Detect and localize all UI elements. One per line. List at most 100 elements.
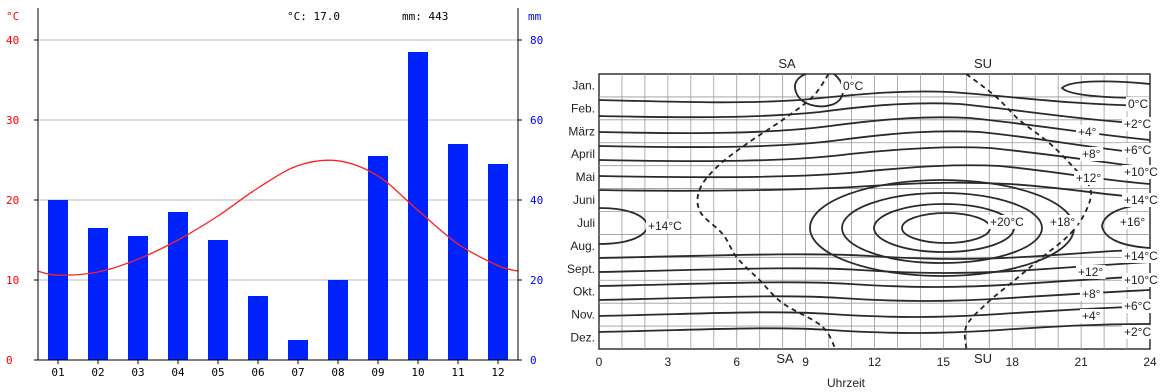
label-backdrop (1126, 97, 1150, 111)
month-label: Juni (573, 193, 595, 207)
x-axis-ticks: 01 02 03 04 05 06 07 08 09 10 11 12 (51, 360, 505, 379)
axes (37, 8, 519, 361)
grid-lines (38, 39, 518, 281)
precip-bar (208, 240, 228, 360)
temperature-line-group (37, 159, 519, 276)
x-tick-label: 06 (251, 366, 264, 379)
precip-bar (168, 212, 188, 360)
isotherm-label: +20°C (990, 215, 1024, 229)
y-axis-left-ticks: 0 10 20 30 40 (6, 34, 38, 367)
isotherm-label: +14°C (1124, 193, 1158, 207)
sunset-top-label: SU (974, 56, 992, 71)
label-backdrop (1122, 325, 1152, 339)
label-backdrop (1076, 265, 1106, 279)
isotherm (598, 305, 1151, 318)
label-backdrop (1122, 143, 1152, 157)
month-label: Okt. (573, 285, 595, 299)
isotherm (598, 90, 1151, 107)
temperature-line (37, 159, 519, 276)
x-tick-label: 08 (331, 366, 344, 379)
isotherm-ellipse (841, 192, 1043, 264)
isotherm-label: +8° (1082, 147, 1101, 161)
isotherm-ellipse (809, 179, 1075, 277)
hour-label: 15 (937, 355, 951, 369)
isotherm-label: +2°C (1124, 117, 1151, 131)
hour-label: 6 (733, 355, 740, 369)
y-right-tick-label: 20 (530, 274, 543, 287)
isotherm-label: +10°C (1124, 273, 1158, 287)
thermoisopleth-chart: 0°C 0°C +2°C +4° +6°C +8° +10°C +12° +14°C +14°C +… (567, 56, 1158, 390)
y-left-tick-label: 30 (6, 114, 19, 127)
label-backdrop (1122, 117, 1152, 131)
y-right-tick-label: 40 (530, 194, 543, 207)
month-label: April (571, 147, 595, 161)
label-backdrop (1122, 249, 1158, 263)
y-right-tick-label: 0 (530, 354, 537, 367)
label-backdrop (988, 215, 1024, 229)
precip-bar (248, 296, 268, 360)
x-tick-label: 09 (371, 366, 384, 379)
month-label: Juli (577, 216, 595, 230)
sunrise-bottom-label: SA (776, 351, 794, 366)
hour-label: 0 (596, 355, 603, 369)
precip-bar (48, 200, 68, 360)
isotherm-ellipse (901, 212, 991, 244)
x-tick-label: 01 (51, 366, 64, 379)
label-backdrop (646, 219, 682, 233)
isotherm-label: +14°C (1124, 249, 1158, 263)
precip-bar (328, 280, 348, 360)
label-backdrop (1074, 171, 1104, 185)
sunset-curve (963, 73, 1092, 350)
isotherm-label: +18° (1050, 215, 1075, 229)
isotherm (598, 275, 1151, 288)
precip-bar (368, 156, 388, 360)
hour-label: 9 (802, 355, 809, 369)
month-label: Jan. (572, 78, 595, 92)
label-backdrop (841, 79, 865, 93)
isotherm (598, 130, 1151, 155)
month-labels: Jan. Feb. März April Mai Juni Juli Aug. Sept. Okt… (567, 78, 595, 344)
month-label: März (568, 124, 595, 138)
month-label: Mai (576, 170, 595, 184)
hour-label: 24 (1143, 355, 1157, 369)
month-label: Aug. (570, 239, 595, 253)
isotherm-label: +16° (1120, 215, 1145, 229)
total-precip-header: mm: 443 (402, 10, 448, 23)
isotherm-label: +6°C (1124, 143, 1151, 157)
isotherm (598, 146, 1151, 169)
isotherm-label: 0°C (843, 79, 863, 93)
label-backdrop (1080, 287, 1104, 301)
precip-bar (288, 340, 308, 360)
precip-bar (488, 164, 508, 360)
isotherm-label: +2°C (1124, 325, 1151, 339)
hour-ticks: 0 3 6 9 12 15 18 21 24 (596, 355, 1157, 369)
month-label: Dez. (570, 331, 595, 345)
x-tick-label: 03 (131, 366, 144, 379)
precip-bar (128, 236, 148, 360)
isotherm (1060, 80, 1151, 99)
isotherm (598, 116, 1151, 141)
hour-label: 12 (868, 355, 882, 369)
precip-unit-label: mm (528, 10, 542, 23)
isotherm (598, 207, 649, 245)
hour-label: 21 (1074, 355, 1088, 369)
isotherm-label: +8° (1082, 287, 1101, 301)
isotherm-label: +12° (1078, 265, 1103, 279)
contour-grid (598, 73, 1151, 350)
month-label: Sept. (567, 262, 595, 276)
sunrise-sunset-curves (696, 73, 1092, 350)
y-left-tick-label: 10 (6, 274, 19, 287)
x-tick-label: 07 (291, 366, 304, 379)
x-tick-label: 05 (211, 366, 224, 379)
temp-unit-label: °C (6, 10, 19, 23)
isotherm-label: +10°C (1124, 165, 1158, 179)
sunrise-curve (696, 73, 837, 350)
label-backdrop (1080, 309, 1104, 323)
isotherm-label: +6°C (1124, 299, 1151, 313)
y-left-tick-label: 20 (6, 194, 19, 207)
x-tick-label: 04 (171, 366, 185, 379)
isotherm-labels: 0°C 0°C +2°C +4° +6°C +8° +10°C +12° +14°C +14°C +… (646, 79, 1158, 339)
isotherm (1101, 203, 1151, 249)
month-label: Feb. (571, 101, 595, 115)
